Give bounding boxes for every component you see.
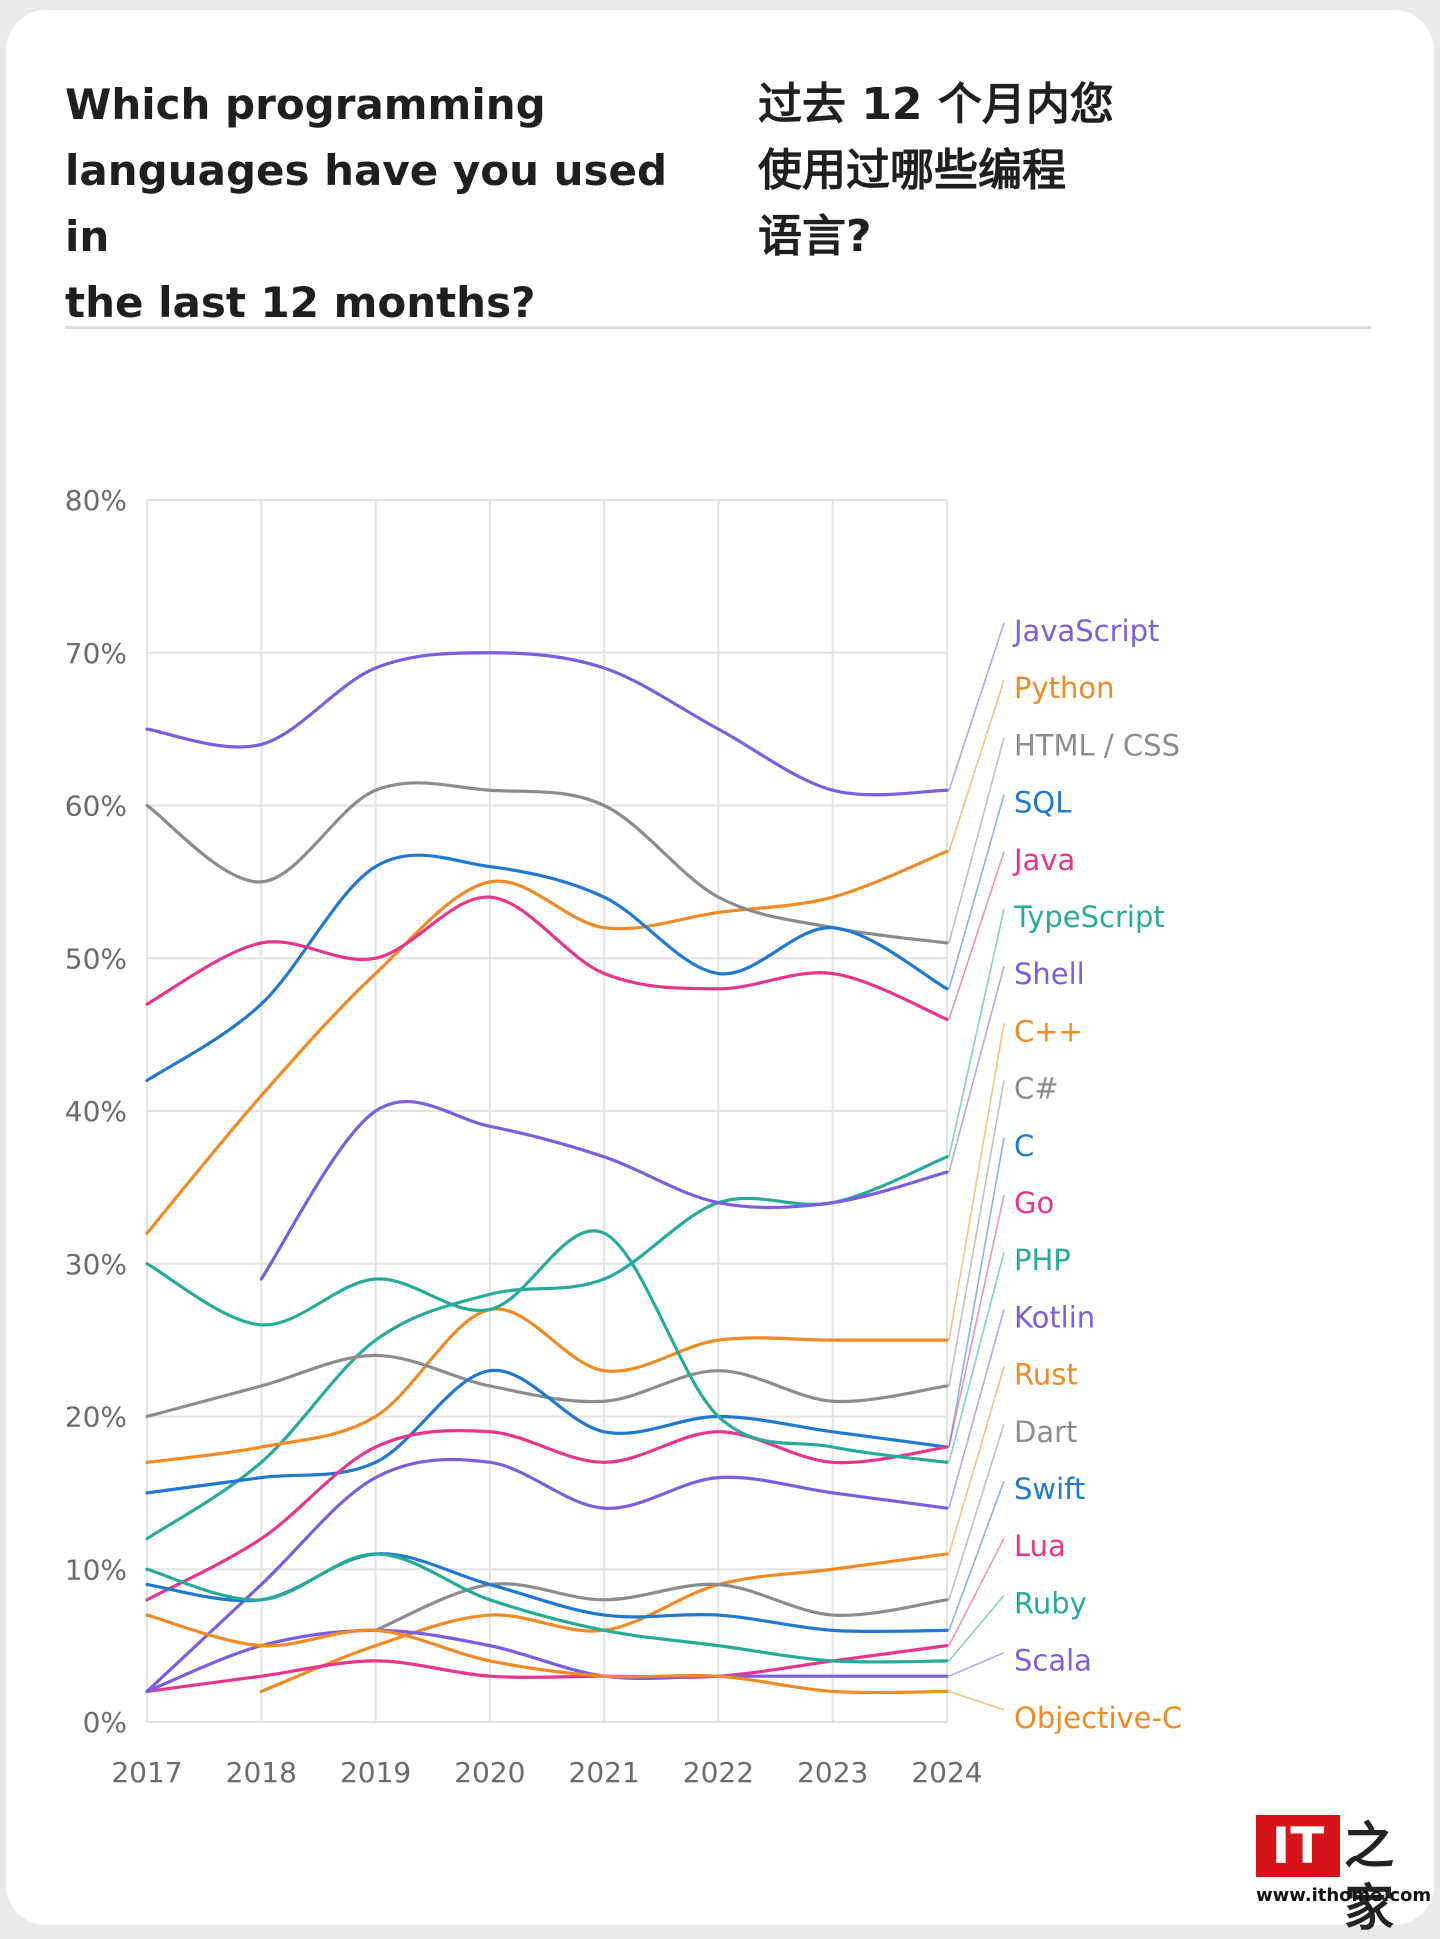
- series-line-python: [145, 849, 949, 1235]
- leader-line-html-css: [948, 737, 1005, 944]
- series-line-objective-c: [145, 1613, 949, 1695]
- y-tick-label: 70%: [65, 637, 127, 670]
- y-tick-label: 20%: [65, 1401, 127, 1434]
- series-line-go: [145, 1428, 949, 1602]
- leader-line-php: [948, 1251, 1005, 1463]
- x-tick-label: 2018: [226, 1756, 297, 1789]
- legend-label-php: PHP: [1014, 1243, 1071, 1277]
- series-line-shell: [259, 1099, 949, 1281]
- chart-title-english: Which programming languages have you use…: [65, 80, 668, 327]
- ithome-logo-box: IT: [1256, 1815, 1340, 1877]
- series-line-c: [145, 1353, 949, 1419]
- leader-line-lua: [948, 1537, 1005, 1646]
- y-tick-label: 30%: [65, 1248, 127, 1281]
- series-line-kotlin: [145, 1457, 949, 1694]
- series-line-php: [145, 1229, 949, 1464]
- legend-label-go: Go: [1014, 1186, 1054, 1220]
- series-line-dart: [373, 1582, 949, 1632]
- series-line-javascript: [145, 651, 949, 797]
- y-tick-label: 50%: [65, 942, 127, 975]
- leader-line-c: [948, 1080, 1005, 1387]
- legend-label-java: Java: [1012, 843, 1075, 877]
- series-line-ruby: [145, 1552, 949, 1664]
- leader-line-java: [948, 851, 1005, 1020]
- legend-label-scala: Scala: [1014, 1644, 1092, 1678]
- legend-label-sql: SQL: [1014, 786, 1071, 820]
- ithome-logo-chinese: 之家: [1344, 1817, 1394, 1937]
- y-tick-label: 0%: [83, 1706, 127, 1739]
- legend-label-swift: Swift: [1014, 1472, 1085, 1506]
- legend-label-dart: Dart: [1014, 1415, 1077, 1449]
- y-tick-label: 10%: [65, 1553, 127, 1586]
- leader-line-ruby: [948, 1594, 1005, 1662]
- leader-line-go: [948, 1194, 1005, 1448]
- x-tick-label: 2020: [454, 1756, 525, 1789]
- legend-label-python: Python: [1014, 671, 1115, 705]
- leader-line-c: [948, 1023, 1005, 1341]
- x-tick-label: 2019: [340, 1756, 411, 1789]
- series-line-lua: [145, 1644, 949, 1694]
- legend-label-kotlin: Kotlin: [1014, 1300, 1095, 1334]
- legend-label-rust: Rust: [1014, 1358, 1078, 1392]
- series-line-typescript: [145, 1155, 949, 1541]
- y-tick-label: 80%: [65, 484, 127, 517]
- y-tick-label: 60%: [65, 790, 127, 823]
- x-tick-label: 2017: [111, 1756, 182, 1789]
- ithome-watermark: IT 之家 www.ithome.com: [1250, 1815, 1432, 1937]
- legend-label-c: C: [1014, 1129, 1034, 1163]
- leader-line-objective-c: [948, 1690, 1005, 1711]
- leader-line-shell: [948, 965, 1005, 1173]
- leader-line-swift: [948, 1480, 1005, 1631]
- legend-label-lua: Lua: [1014, 1529, 1066, 1563]
- legend-label-typescript: TypeScript: [1013, 900, 1165, 934]
- leader-line-sql: [948, 794, 1005, 990]
- chart-card: [6, 10, 1434, 1925]
- title-divider: [65, 326, 1371, 329]
- legend-label-html-css: HTML / CSS: [1014, 728, 1180, 762]
- leader-line-javascript: [948, 622, 1005, 791]
- series-line-c: [145, 1368, 949, 1495]
- series-line-c: [145, 1307, 949, 1464]
- x-tick-label: 2021: [569, 1756, 640, 1789]
- legend-label-c: C#: [1014, 1072, 1059, 1106]
- ithome-url: www.ithome.com: [1256, 1885, 1432, 1906]
- x-tick-label: 2022: [683, 1756, 754, 1789]
- legend-label-objective-c: Objective-C: [1014, 1701, 1182, 1735]
- leader-line-rust: [948, 1366, 1005, 1555]
- leader-line-scala: [948, 1651, 1005, 1677]
- legend-label-javascript: JavaScript: [1012, 614, 1159, 648]
- leader-line-c: [948, 1137, 1005, 1448]
- chart-title-chinese: 过去 12 个月内您 使用过哪些编程 语言?: [758, 79, 1114, 262]
- y-tick-label: 40%: [65, 1095, 127, 1128]
- legend-label-c: C++: [1014, 1014, 1083, 1048]
- legend-label-shell: Shell: [1014, 957, 1085, 991]
- leader-line-kotlin: [948, 1309, 1005, 1509]
- x-tick-label: 2024: [911, 1756, 982, 1789]
- series-line-swift: [145, 1552, 949, 1634]
- series-line-java: [145, 895, 949, 1021]
- leader-line-python: [948, 679, 1005, 852]
- series-line-html-css: [145, 781, 949, 945]
- legend-label-ruby: Ruby: [1014, 1586, 1087, 1620]
- x-tick-label: 2023: [797, 1756, 868, 1789]
- leader-line-typescript: [948, 908, 1005, 1157]
- series-line-sql: [145, 853, 949, 1083]
- leader-line-dart: [948, 1423, 1005, 1601]
